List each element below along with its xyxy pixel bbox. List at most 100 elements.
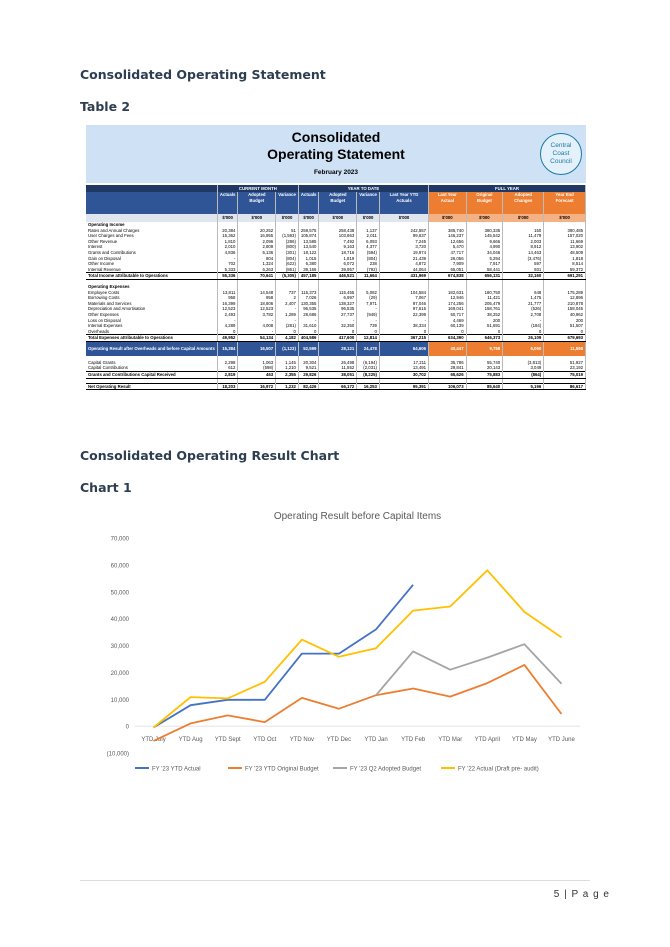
table-row: Other Expenses 2,493 3,782 1,289 28,686 27,73… xyxy=(86,311,586,318)
table-cell xyxy=(356,355,380,360)
table-cell: 82,426 xyxy=(298,382,320,391)
table-cell: 739 xyxy=(356,323,380,329)
table-cell: - xyxy=(379,317,430,324)
table-cell: 85,640 xyxy=(466,382,504,391)
x-tick-label: YTD Mar xyxy=(438,737,462,743)
row-label: Total Income attributable to Operations xyxy=(86,272,218,280)
table-cell xyxy=(237,378,277,384)
table-cell: 39,166 xyxy=(298,266,320,273)
row-label: Internal Expenses xyxy=(86,323,218,329)
table-cell: 32,350 xyxy=(318,323,358,329)
blank-cell xyxy=(86,185,218,192)
table-cell: 145,542 xyxy=(466,233,504,239)
unit-header: $'000 xyxy=(466,214,504,222)
table-row: Grants and Contributions 4,836 5,136 (301) 1… xyxy=(86,249,586,256)
table-cell xyxy=(543,283,586,290)
table-cell: 1,324 xyxy=(237,261,277,267)
table-cell: (864) xyxy=(502,371,545,379)
table-cell xyxy=(318,222,358,228)
column-header: Adopted Changes xyxy=(502,192,545,214)
table-cell xyxy=(502,279,545,284)
table-cell: 0 xyxy=(356,328,380,335)
table-cell: 12,523 xyxy=(237,306,277,312)
table-cell: 634,390 xyxy=(428,334,467,342)
row-label: Other Expenses xyxy=(86,311,218,318)
table-cell: 210,878 xyxy=(543,300,586,307)
table-cell: 30,702 xyxy=(379,371,430,379)
table-cell: (949) xyxy=(356,311,380,318)
table-cell: 14,548 xyxy=(237,289,277,296)
column-header: Actuals xyxy=(217,192,239,214)
table-cell: 38,051 xyxy=(318,371,358,379)
table-cell: 6,093 xyxy=(356,238,380,245)
table-cell: 19,974 xyxy=(379,249,430,256)
table-cell: 13,540 xyxy=(298,244,320,250)
table-cell: 205,479 xyxy=(466,300,504,307)
x-tick-label: YTD June xyxy=(548,737,575,743)
row-label xyxy=(86,378,218,384)
column-header: Original Budget xyxy=(466,192,504,214)
table-cell xyxy=(217,378,239,384)
unit-header: $'000 xyxy=(298,214,320,222)
table-cell xyxy=(543,279,586,284)
table-cell: 29,841 xyxy=(428,365,467,372)
table-cell: 51,507 xyxy=(543,323,586,329)
column-header: Year End Forecast xyxy=(543,192,586,214)
table-cell: 95,391 xyxy=(379,382,430,391)
table-cell xyxy=(318,355,358,360)
table-cell: 157,020 xyxy=(543,233,586,239)
table-row xyxy=(86,355,586,360)
table-section-row: Operating Income xyxy=(86,222,586,228)
section-heading: Consolidated Operating Result Chart xyxy=(80,448,340,463)
table-cell: 20,304 xyxy=(298,359,320,366)
table-cell xyxy=(379,355,430,360)
table-cell: 380,335 xyxy=(466,227,504,234)
table-cell xyxy=(543,355,586,360)
logo-word: Council xyxy=(550,158,572,165)
row-label: Gain on Disposal xyxy=(86,255,218,262)
table-cell: 104,584 xyxy=(379,289,430,296)
table-cell: 804 xyxy=(237,255,277,262)
unit-header: $'000 xyxy=(318,214,358,222)
table-cell: 32,160 xyxy=(502,272,545,280)
table-cell xyxy=(275,222,299,228)
table-cell: 28,121 xyxy=(318,341,358,356)
table-cell xyxy=(217,283,239,290)
table-cell: 0 xyxy=(502,328,545,335)
table-row: Total Income attributable to Operations 5… xyxy=(86,272,586,280)
table-cell: 2,011 xyxy=(356,233,380,239)
table-cell: 6,997 xyxy=(318,295,358,301)
legend-label: FY '22 Actual (Draft pre- audit) xyxy=(458,766,539,772)
table-cell: 200 xyxy=(543,317,586,324)
table-cell: 5,470 xyxy=(428,244,467,250)
chart-caption: Chart 1 xyxy=(80,480,132,495)
x-tick-label: YTD Nov xyxy=(290,737,314,743)
table-row: Internal Revenue 5,333 6,263 (861) 39,166 39,… xyxy=(86,266,586,273)
table-cell: 65,626 xyxy=(428,371,467,379)
series-line-1 xyxy=(153,584,414,729)
table-cell: 13,585 xyxy=(298,238,320,245)
table-cell xyxy=(379,283,430,290)
table-cell xyxy=(428,222,467,228)
table-cell: 417,600 xyxy=(318,334,358,342)
table-cell: 51 xyxy=(275,227,299,234)
table-cell: 6,072 xyxy=(318,261,358,267)
table-cell: 31,610 xyxy=(298,323,320,329)
table-cell: - xyxy=(502,317,545,324)
table-cell: 16,955 xyxy=(237,233,277,239)
table-cell: (1,123) xyxy=(275,341,299,356)
row-label: Interest xyxy=(86,244,218,250)
table-cell: 367,215 xyxy=(379,334,430,342)
table-cell: 6,380 xyxy=(298,261,320,267)
table-cell xyxy=(318,378,358,384)
table-cell xyxy=(428,378,467,384)
table-cell: 2 xyxy=(275,295,299,301)
table-cell: 15,384 xyxy=(217,341,239,356)
table-cell: 6,263 xyxy=(237,266,277,273)
table-cell: 51,691 xyxy=(466,323,504,329)
x-tick-label: YTD April xyxy=(475,737,500,743)
table-cell: 1,232 xyxy=(275,382,299,391)
table-cell: 75,883 xyxy=(466,371,504,379)
table-cell xyxy=(237,279,277,284)
table-cell: 9,521 xyxy=(298,365,320,372)
